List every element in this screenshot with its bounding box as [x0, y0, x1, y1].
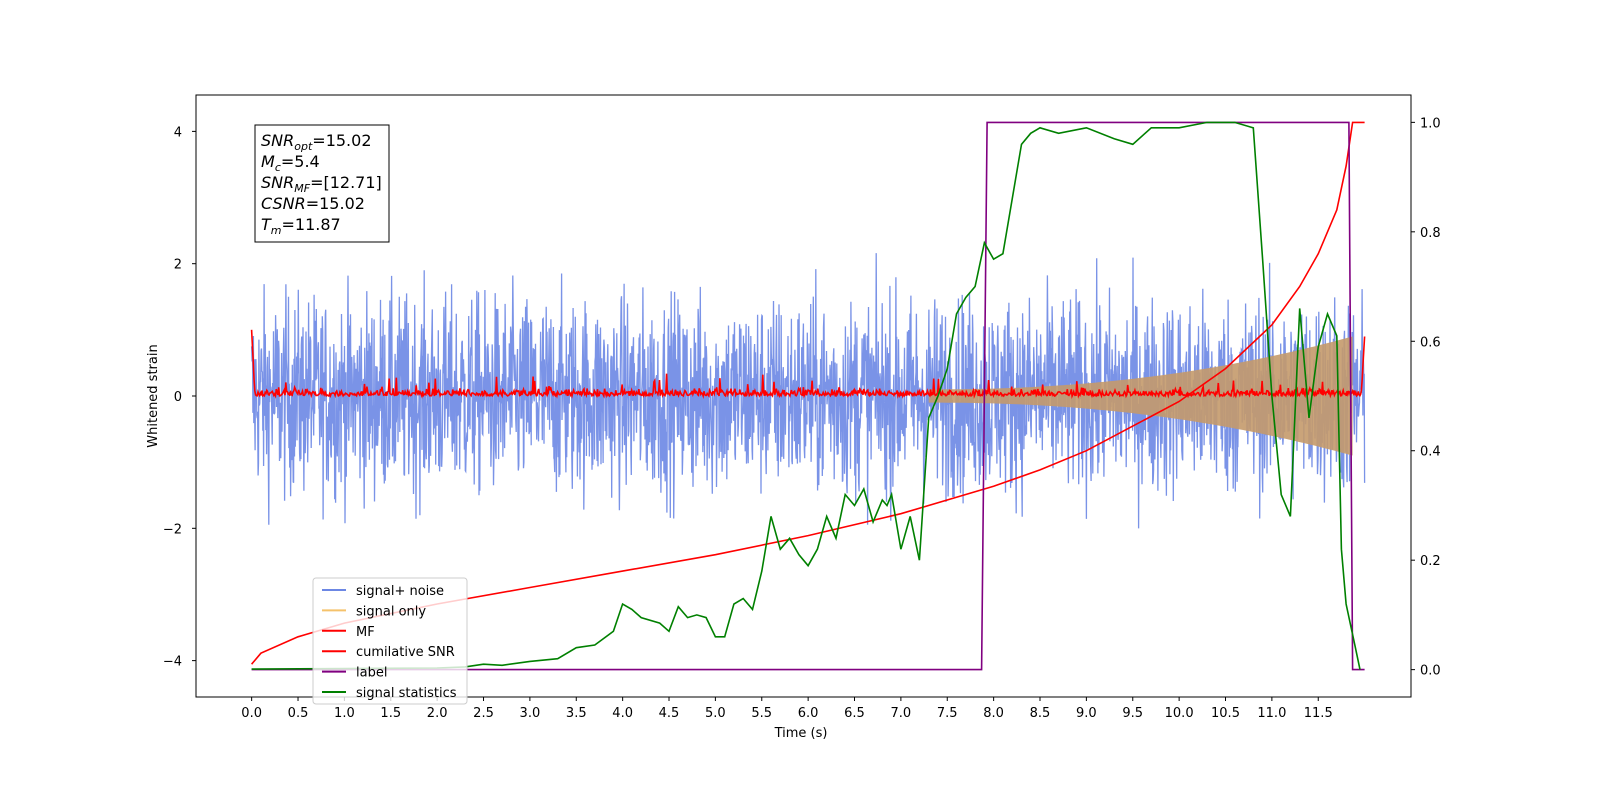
x-tick-label: 8.5	[1030, 706, 1051, 721]
x-tick-label: 11.5	[1304, 706, 1333, 721]
x-tick-label: 2.0	[427, 706, 448, 721]
x-tick-label: 11.0	[1257, 706, 1286, 721]
legend-label: cumilative SNR	[356, 645, 455, 660]
annotation-line: Mc=5.4	[261, 152, 320, 174]
x-tick-label: 1.5	[380, 706, 401, 721]
y2-ticks: 1.0 0.8 0.6 0.4 0.2 0.0	[1411, 116, 1441, 679]
x-tick-label: 9.5	[1122, 706, 1143, 721]
legend-label: signal+ noise	[356, 584, 444, 599]
x-tick-label: 10.0	[1165, 706, 1194, 721]
y-tick-label: −4	[163, 655, 182, 670]
x-tick-label: 6.5	[844, 706, 865, 721]
legend-label: signal statistics	[356, 686, 457, 701]
series-mf	[250, 329, 1366, 399]
x-tick-label: 0.5	[288, 706, 309, 721]
x-tick-label: 3.0	[520, 706, 541, 721]
x-axis-label: Time (s)	[774, 726, 828, 741]
x-tick-label: 2.5	[473, 706, 494, 721]
x-tick-label: 8.0	[983, 706, 1004, 721]
x-tick-label: 1.0	[334, 706, 355, 721]
x-tick-label: 4.0	[612, 706, 633, 721]
annotation-line: Tm=11.87	[261, 215, 341, 237]
y-tick-label: 2	[174, 258, 182, 273]
series-signal-statistics	[251, 121, 1361, 670]
y2-tick-label: 1.0	[1420, 116, 1441, 131]
y-axis-label: Whitened strain	[146, 344, 161, 447]
x-tick-label: 5.0	[705, 706, 726, 721]
y-tick-label: 0	[174, 390, 182, 405]
x-tick-label: 6.0	[798, 706, 819, 721]
annotation-line: CSNR=15.02	[261, 194, 365, 213]
annotation-line: SNRMF=[12.71]	[261, 173, 382, 195]
x-ticks: 0.0 0.5 1.0 1.5 2.0 2.5 3.0 3.5 4.0 4.5 5.0 5.5 6.0 6…	[241, 697, 1333, 721]
x-tick-label: 0.0	[241, 706, 262, 721]
y2-tick-label: 0.6	[1420, 335, 1441, 350]
legend-label: MF	[356, 625, 375, 640]
y2-tick-label: 0.0	[1420, 664, 1441, 679]
legend: signal+ noise signal only MF cumilative SNR…	[312, 577, 468, 705]
legend-label: label	[356, 666, 387, 681]
snr-annotation-box: SNRopt=15.02Mc=5.4SNRMF=[12.71]CSNR=15.0…	[254, 124, 390, 243]
series-label	[251, 121, 1365, 671]
annotation-line: SNRopt=15.02	[261, 131, 372, 153]
y2-tick-label: 0.8	[1420, 226, 1441, 241]
x-tick-label: 4.5	[659, 706, 680, 721]
x-tick-label: 9.0	[1076, 706, 1097, 721]
x-tick-label: 7.5	[937, 706, 958, 721]
series-signal-only	[928, 336, 1353, 456]
y-ticks: 4 2 0 −2 −4	[163, 125, 196, 670]
x-tick-label: 7.0	[891, 706, 912, 721]
y2-tick-label: 0.4	[1420, 445, 1441, 460]
y2-tick-label: 0.2	[1420, 554, 1441, 569]
x-tick-label: 5.5	[751, 706, 772, 721]
legend-label: signal only	[356, 604, 426, 619]
x-tick-label: 10.5	[1211, 706, 1240, 721]
y-tick-label: −2	[163, 522, 182, 537]
x-tick-label: 3.5	[566, 706, 587, 721]
y-tick-label: 4	[174, 125, 182, 140]
